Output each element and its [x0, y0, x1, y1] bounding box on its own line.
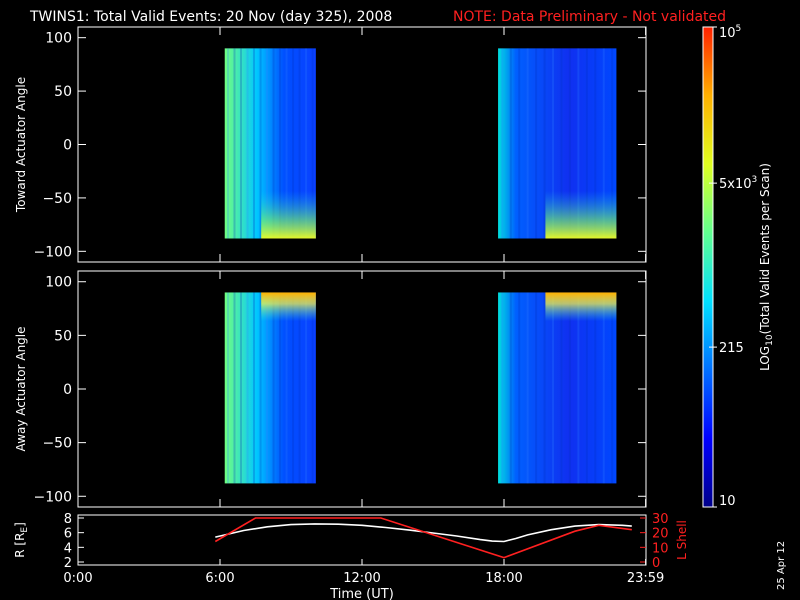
ytick-label: 50 — [54, 328, 72, 344]
xtick-label: 6:00 — [205, 571, 234, 586]
colorbar-tick-label: 215 — [719, 341, 744, 356]
y2tick-label: 10 — [652, 541, 669, 556]
ytick-label: 4 — [64, 541, 72, 556]
ytick-label: −100 — [34, 244, 72, 260]
radius-line — [215, 523, 632, 543]
xtick-label: 12:00 — [343, 571, 380, 586]
colorbar-gradient — [702, 26, 714, 508]
plot-title: TWINS1: Total Valid Events: 20 Nov (day … — [29, 9, 392, 25]
y2tick-label: 30 — [652, 512, 669, 527]
ytick-label: −50 — [42, 436, 72, 452]
ytick-label: −100 — [34, 489, 72, 505]
toward-angle-panel: 100 50 0 −50 −100 Toward Actuator Angle — [14, 26, 647, 263]
colorbar-label: LOG10(Total Valid Events per Scan) — [758, 163, 775, 371]
ytick-label: 6 — [64, 527, 72, 542]
y2tick-label: 20 — [652, 527, 669, 542]
y2tick-label: 0 — [652, 556, 660, 571]
date-stamp: 25 Apr 12 — [776, 541, 787, 590]
ytick-label: 100 — [45, 275, 72, 291]
heatmap-hot-edge — [545, 48, 617, 239]
colorbar-tick-label: 10 — [719, 494, 736, 509]
colorbar-tick-label: 5x103 — [719, 175, 757, 192]
ytick-label: 0 — [63, 138, 72, 154]
heatmap-hot-edge — [545, 292, 617, 484]
ytick-label: 0 — [63, 382, 72, 398]
ytick-label: −50 — [42, 191, 72, 207]
heatmap-hot-edge — [261, 292, 316, 484]
xtick-label: 23:59 — [627, 571, 664, 586]
xlabel: Time (UT) — [329, 587, 394, 600]
ytick-label: 100 — [45, 31, 72, 47]
colorbar-tick-label: 105 — [719, 24, 741, 41]
ylabel: R [RE] — [13, 522, 30, 558]
note-preliminary: NOTE: Data Preliminary - Not validated — [453, 9, 726, 25]
y2label: L Shell — [675, 520, 689, 560]
ylabel: Away Actuator Angle — [14, 326, 28, 451]
away-angle-panel: 100 50 0 −50 −100 Away Actuator Angle — [14, 270, 647, 508]
xtick-label: 18:00 — [485, 571, 522, 586]
colorbar: 10 215 5x103 105 LOG10(Total Valid Events pe… — [702, 24, 775, 509]
ylabel: Toward Actuator Angle — [14, 77, 28, 213]
panel-frame — [77, 514, 647, 566]
lshell-line — [214, 517, 632, 559]
ytick-label: 50 — [54, 84, 72, 100]
heatmap-hot-edge — [261, 48, 316, 239]
xtick-label: 0:00 — [63, 571, 92, 586]
ytick-label: 8 — [64, 512, 72, 527]
ytick-label: 2 — [64, 556, 72, 571]
